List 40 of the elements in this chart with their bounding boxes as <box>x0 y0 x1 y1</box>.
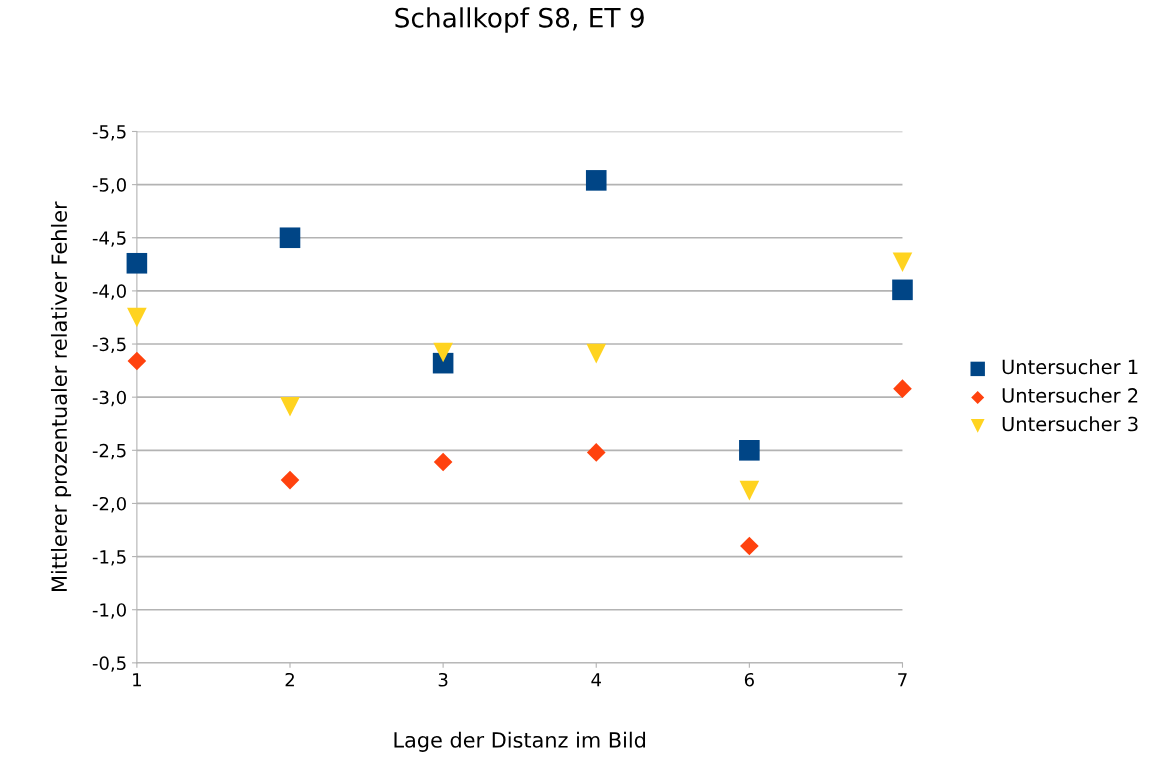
x-tick-label: 2 <box>285 672 294 687</box>
point <box>433 452 453 472</box>
point <box>279 227 301 249</box>
point <box>739 480 760 501</box>
y-tick-label: -2,0 <box>92 496 126 513</box>
x-tick-label: 6 <box>744 672 754 687</box>
point <box>739 440 760 461</box>
point <box>433 342 453 363</box>
point <box>586 343 607 364</box>
point <box>585 170 607 191</box>
y-tick-label: -1,5 <box>92 550 126 566</box>
point <box>127 307 147 328</box>
legend-label: Untersucher 2 <box>1002 387 1138 403</box>
y-tick-label: -3,0 <box>92 390 126 407</box>
y-tick-label: -5,5 <box>92 125 126 141</box>
point <box>586 443 606 462</box>
point <box>280 470 300 490</box>
x-tick-label: 4 <box>591 673 601 687</box>
point <box>892 279 913 301</box>
point <box>127 351 147 371</box>
legend-label: Untersucher 3 <box>1002 416 1138 432</box>
y-tick-label: -1,0 <box>92 603 126 619</box>
x-tick-label: 7 <box>898 673 907 687</box>
point <box>126 252 148 274</box>
point <box>740 536 759 556</box>
point <box>280 396 300 417</box>
y-axis-title: Mittlerer prozentualer relativer Fehler <box>50 201 72 591</box>
x-tick-label: 3 <box>438 672 448 687</box>
y-tick-label: -5,0 <box>92 178 126 194</box>
chart-title: Schallkopf S8, ET 9 <box>395 7 644 33</box>
x-tick-label: 1 <box>133 673 141 687</box>
y-tick-label: -0,5 <box>92 656 126 672</box>
y-tick-label: -2,5 <box>92 443 126 460</box>
y-tick-label: -4,0 <box>92 284 126 300</box>
x-axis-title: Lage der Distanz im Bild <box>394 731 646 752</box>
y-tick-label: -4,5 <box>92 231 126 247</box>
point <box>892 252 913 273</box>
y-tick-label: -3,5 <box>92 337 126 353</box>
legend-label: Untersucher 1 <box>1002 359 1138 375</box>
point <box>893 379 912 398</box>
